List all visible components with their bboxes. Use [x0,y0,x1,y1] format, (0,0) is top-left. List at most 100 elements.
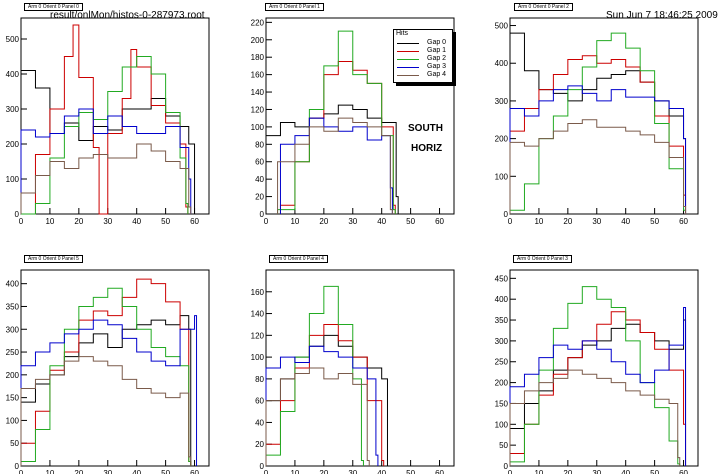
y-tick-label: 180 [251,53,265,62]
y-tick-label: 300 [495,97,509,106]
y-tick-label: 20 [255,440,264,449]
histogram-panel: 0 10 20 30 40 50 60 0 20 40 60 80 100 120 140 160 180 200… [251,17,455,226]
y-tick-label: 200 [6,140,20,149]
x-tick-label: 0 [264,217,269,226]
y-tick-label: 160 [251,71,265,80]
x-tick-label: 10 [290,217,299,226]
x-tick-label: 20 [319,217,328,226]
legend-entry: Gap 1 [394,47,452,55]
series-line [277,30,396,214]
y-tick-label: 140 [251,310,265,319]
plot-frame [20,269,210,467]
y-tick-label: 100 [251,123,265,132]
x-tick-label: 30 [348,217,357,226]
y-tick-label: 100 [6,416,20,425]
series-line [20,278,192,466]
x-tick-label: 60 [435,217,444,226]
series-line [265,285,364,466]
x-tick-label: 60 [679,217,688,226]
series-line [279,61,396,214]
y-tick-label: 0 [15,462,20,471]
x-tick-label: 20 [563,217,572,226]
x-tick-label: 50 [161,217,170,226]
y-tick-label: 0 [15,210,20,219]
histogram-panel: 0 10 20 30 40 50 60 0 100 200 300 400 500 [6,17,210,226]
x-tick-label: 30 [103,217,112,226]
y-tick-label: 500 [6,35,20,44]
series-line [265,104,399,214]
y-tick-label: 140 [251,88,265,97]
y-tick-label: 400 [6,70,20,79]
y-tick-label: 200 [495,379,509,388]
y-tick-label: 150 [495,399,509,408]
y-tick-label: 100 [251,353,265,362]
y-tick-label: 120 [251,331,265,340]
x-tick-label: 20 [319,469,328,474]
series-line [509,311,687,466]
y-tick-label: 500 [495,22,509,31]
x-tick-label: 40 [377,217,386,226]
panel-title-tag: Arm 0 Orient 0 Panel 1 [265,3,324,11]
histogram-panel: 0 10 20 30 40 50 60 0 50 100 150 200 250 300 350 400 [6,269,210,474]
x-tick-label: 50 [650,217,659,226]
x-tick-label: 0 [19,217,24,226]
series-line [20,287,192,466]
y-tick-label: 50 [499,441,508,450]
panel-title-tag: Arm 0 Orient 0 Panel 2 [514,3,573,11]
x-tick-label: 30 [348,469,357,474]
y-tick-label: 60 [255,397,264,406]
y-tick-label: 350 [495,316,509,325]
series-line [509,307,687,466]
panel-title-tag: Arm 0 Orient 0 Panel 3 [513,255,572,263]
series-line [509,55,687,214]
x-tick-label: 0 [508,469,513,474]
x-tick-label: 10 [534,469,543,474]
x-tick-label: 40 [621,217,630,226]
file-path: result/onlMon/histos-0-287973.root [50,10,205,21]
y-tick-label: 250 [6,348,20,357]
x-tick-label: 30 [592,217,601,226]
legend-title: Hits [396,30,409,37]
y-tick-label: 400 [495,295,509,304]
y-tick-label: 400 [6,280,20,289]
legend: Hits Gap 0 Gap 1 Gap 2 Gap 3 Gap 4 [393,29,453,83]
x-tick-label: 20 [563,469,572,474]
y-tick-label: 80 [255,140,264,149]
x-tick-label: 0 [264,469,269,474]
x-tick-label: 50 [406,469,415,474]
x-tick-label: 0 [19,469,24,474]
x-tick-label: 40 [621,469,630,474]
x-tick-label: 20 [74,469,83,474]
y-tick-label: 400 [495,59,509,68]
timestamp: Sun Jun 7 18:46:25 2009 [606,10,718,21]
y-tick-label: 300 [495,337,509,346]
series-line [21,56,189,215]
series-line [265,323,385,466]
histogram-panel: 0 10 20 30 40 50 60 0 20 40 60 80 100 120 140 160 [251,269,455,474]
y-tick-label: 0 [260,462,265,471]
x-tick-label: 60 [190,217,199,226]
series-line [279,117,393,214]
series-line [20,143,192,214]
orient-label: HORIZ [411,143,443,154]
y-tick-label: 200 [495,135,509,144]
panel-title-tag: Arm 0 Orient 0 Panel 5 [24,255,83,263]
y-tick-label: 300 [6,105,20,114]
x-tick-label: 40 [132,217,141,226]
y-tick-label: 450 [495,274,509,283]
x-tick-label: 50 [161,469,170,474]
y-tick-label: 350 [6,302,20,311]
panel-title-tag: Arm 0 Orient 0 Panel 4 [269,255,328,263]
x-tick-label: 0 [508,217,513,226]
y-tick-label: 200 [6,371,20,380]
y-tick-label: 150 [6,394,20,403]
y-tick-label: 80 [255,375,264,384]
x-tick-label: 60 [435,469,444,474]
series-line [509,32,687,214]
x-tick-label: 60 [190,469,199,474]
legend-entry: Gap 2 [394,55,452,63]
y-tick-label: 100 [495,172,509,181]
y-tick-label: 0 [504,210,509,219]
series-line [20,315,198,466]
